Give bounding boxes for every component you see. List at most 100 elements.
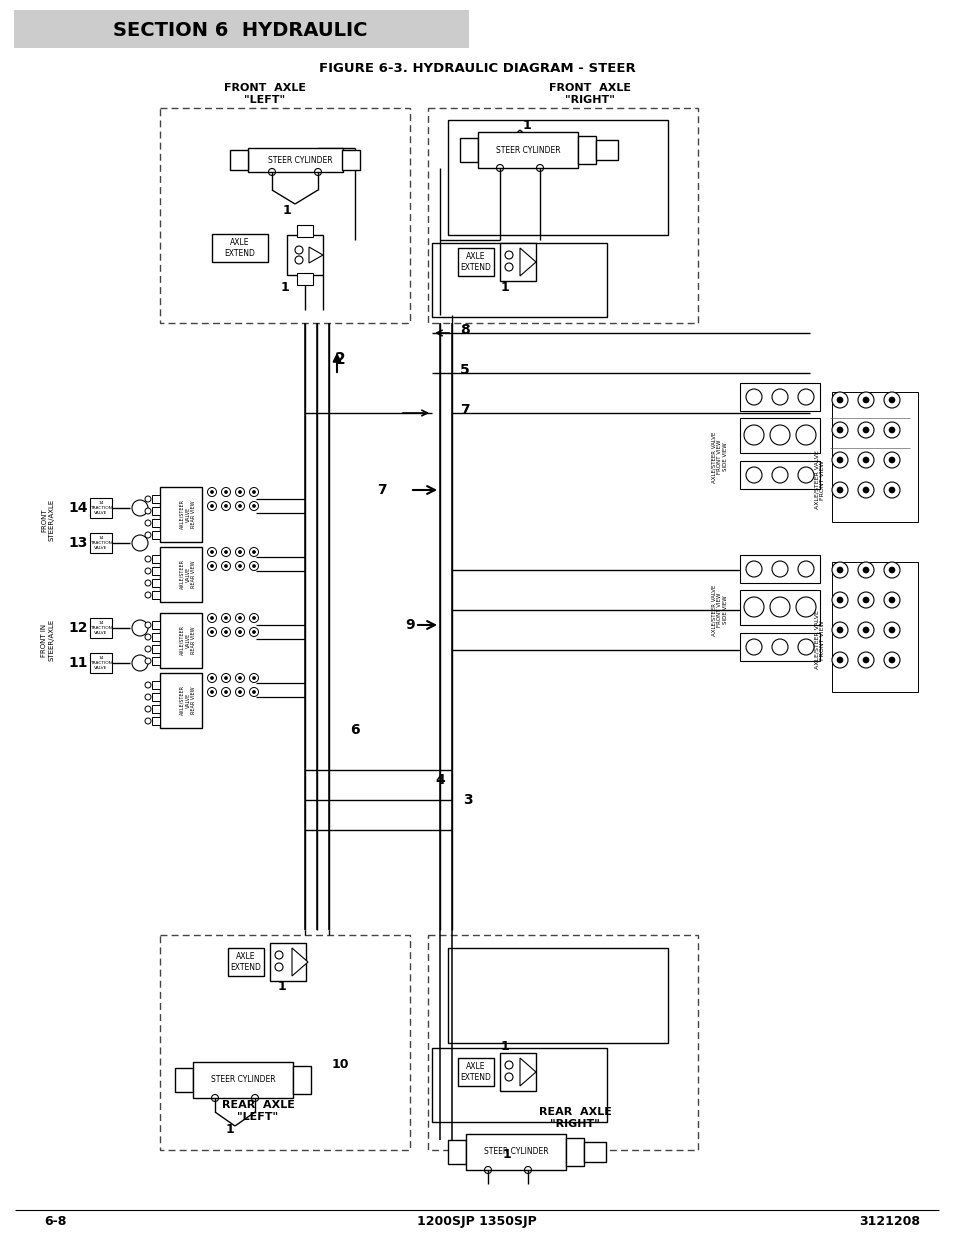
Text: REAR  AXLE: REAR AXLE	[538, 1107, 611, 1116]
Text: "LEFT": "LEFT"	[244, 95, 285, 105]
Text: 14
TRACTION
VALVE: 14 TRACTION VALVE	[90, 621, 112, 635]
Text: AXLE/STEER VALVE
FRONT VIEW
SIDE VIEW: AXLE/STEER VALVE FRONT VIEW SIDE VIEW	[711, 431, 727, 483]
Circle shape	[857, 391, 873, 408]
Circle shape	[238, 631, 241, 634]
Bar	[174, 1068, 193, 1092]
Circle shape	[238, 616, 241, 620]
Circle shape	[836, 597, 842, 603]
Circle shape	[862, 427, 868, 433]
Circle shape	[797, 389, 813, 405]
Bar	[740, 417, 820, 453]
Bar	[152, 495, 160, 503]
Circle shape	[253, 677, 255, 679]
Circle shape	[888, 567, 894, 573]
Bar	[152, 555, 160, 563]
Circle shape	[224, 490, 227, 494]
Circle shape	[797, 561, 813, 577]
Bar	[287, 235, 323, 275]
Circle shape	[831, 652, 847, 668]
Circle shape	[208, 547, 216, 557]
Circle shape	[238, 690, 241, 694]
Circle shape	[888, 396, 894, 403]
Circle shape	[211, 551, 213, 553]
Bar	[152, 592, 160, 599]
Circle shape	[221, 488, 231, 496]
Bar	[193, 1062, 293, 1098]
Circle shape	[771, 467, 787, 483]
Bar	[90, 653, 112, 673]
Text: AXLE/STEER VALVE
FRONT VIEW: AXLE/STEER VALVE FRONT VIEW	[814, 610, 824, 669]
Circle shape	[831, 391, 847, 408]
Bar	[499, 243, 536, 282]
Bar	[740, 461, 820, 489]
Bar	[499, 1053, 536, 1091]
Text: 14
TRACTION
VALVE: 14 TRACTION VALVE	[90, 536, 112, 550]
Circle shape	[769, 425, 789, 445]
Text: AXLE
EXTEND: AXLE EXTEND	[231, 952, 261, 972]
Circle shape	[221, 627, 231, 636]
Circle shape	[250, 562, 258, 571]
Text: 10: 10	[331, 1058, 349, 1072]
Circle shape	[888, 627, 894, 634]
Circle shape	[145, 580, 151, 585]
Text: AXLE/STEER VALVE
FRONT VIEW: AXLE/STEER VALVE FRONT VIEW	[814, 451, 824, 509]
Bar	[583, 1142, 605, 1162]
Bar	[230, 149, 248, 170]
Bar	[831, 391, 917, 522]
Circle shape	[883, 422, 899, 438]
Circle shape	[743, 597, 763, 618]
Circle shape	[250, 627, 258, 636]
Circle shape	[888, 657, 894, 663]
Circle shape	[211, 564, 213, 568]
Circle shape	[253, 490, 255, 494]
Circle shape	[836, 487, 842, 493]
Circle shape	[145, 520, 151, 526]
Circle shape	[211, 677, 213, 679]
Circle shape	[145, 682, 151, 688]
Bar	[160, 547, 202, 601]
Circle shape	[145, 694, 151, 700]
Circle shape	[145, 658, 151, 664]
Circle shape	[253, 690, 255, 694]
Text: 7: 7	[459, 403, 469, 417]
Circle shape	[145, 634, 151, 640]
Circle shape	[238, 551, 241, 553]
Circle shape	[883, 622, 899, 638]
Bar	[296, 225, 313, 237]
Circle shape	[235, 488, 244, 496]
Circle shape	[238, 564, 241, 568]
Text: 6: 6	[350, 722, 359, 737]
Bar	[293, 1066, 311, 1094]
Circle shape	[250, 501, 258, 510]
Text: "RIGHT": "RIGHT"	[564, 95, 615, 105]
Circle shape	[836, 567, 842, 573]
Bar	[596, 140, 618, 161]
Circle shape	[797, 467, 813, 483]
Circle shape	[745, 467, 761, 483]
Circle shape	[250, 688, 258, 697]
Circle shape	[235, 614, 244, 622]
Bar	[457, 248, 494, 275]
Circle shape	[221, 501, 231, 510]
Circle shape	[238, 490, 241, 494]
Bar	[152, 680, 160, 689]
Bar	[831, 562, 917, 692]
Polygon shape	[309, 247, 323, 263]
Circle shape	[211, 616, 213, 620]
Polygon shape	[519, 1058, 536, 1086]
Text: STEER CYLINDER: STEER CYLINDER	[496, 146, 559, 154]
Circle shape	[857, 622, 873, 638]
Bar	[740, 555, 820, 583]
Text: FIGURE 6-3. HYDRAULIC DIAGRAM - STEER: FIGURE 6-3. HYDRAULIC DIAGRAM - STEER	[318, 62, 635, 74]
Circle shape	[235, 688, 244, 697]
Circle shape	[221, 673, 231, 683]
Circle shape	[235, 673, 244, 683]
Circle shape	[145, 622, 151, 629]
Circle shape	[224, 505, 227, 508]
Text: 1: 1	[522, 119, 531, 131]
Text: 1200SJP 1350SJP: 1200SJP 1350SJP	[416, 1215, 537, 1229]
Bar	[248, 148, 343, 172]
Circle shape	[795, 597, 815, 618]
Text: AXLE/STEER
VALVE
REAR VIEW: AXLE/STEER VALVE REAR VIEW	[179, 685, 196, 715]
Text: STEER CYLINDER: STEER CYLINDER	[211, 1076, 275, 1084]
